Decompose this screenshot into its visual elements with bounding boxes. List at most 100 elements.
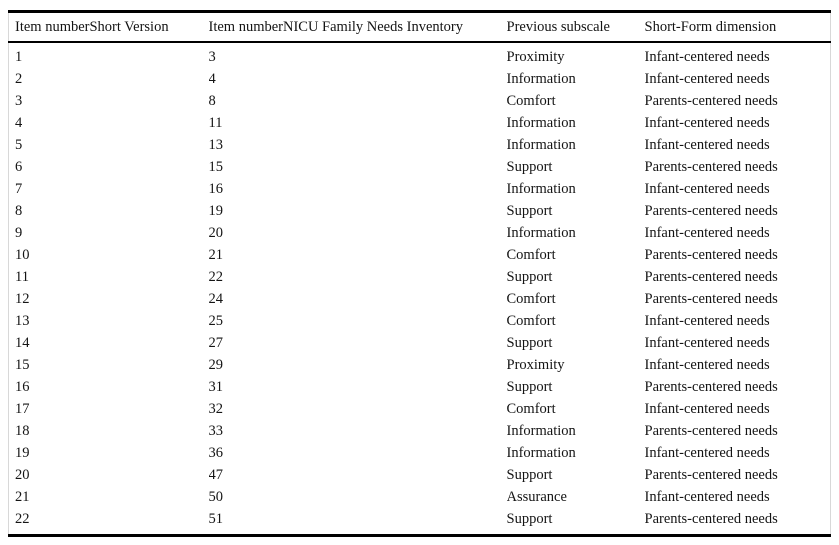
cell-item-number-nicu-inventory: 31 xyxy=(208,379,224,395)
cell-previous-subscale: Comfort xyxy=(506,247,556,263)
cell-previous-subscale: Information xyxy=(506,137,576,153)
table-row: 16 31 Support Parents-centered needs xyxy=(9,376,831,398)
table-row: 22 51 Support Parents-centered needs xyxy=(9,508,831,536)
cell-short-form-dimension: Infant-centered needs xyxy=(644,225,770,241)
cell-previous-subscale: Information xyxy=(506,423,576,439)
cell-short-form-dimension: Infant-centered needs xyxy=(644,71,770,87)
table-row: 12 24 Comfort Parents-centered needs xyxy=(9,288,831,310)
cell-item-number-short-version: 22 xyxy=(15,511,30,527)
cell-item-number-short-version: 6 xyxy=(15,159,23,175)
cell-item-number-short-version: 18 xyxy=(15,423,30,439)
cell-item-number-short-version: 20 xyxy=(15,467,30,483)
col-header-previous-subscale: Previous subscale xyxy=(506,11,645,43)
cell-item-number-nicu-inventory: 29 xyxy=(208,357,224,373)
cell-item-number-nicu-inventory: 21 xyxy=(208,247,224,263)
cell-previous-subscale: Support xyxy=(506,159,553,175)
cell-item-number-nicu-inventory: 15 xyxy=(208,159,224,175)
cell-item-number-nicu-inventory: 3 xyxy=(208,49,216,65)
cell-previous-subscale: Information xyxy=(506,225,576,241)
cell-item-number-nicu-inventory: 47 xyxy=(208,467,224,483)
table-row: 17 32 Comfort Infant-centered needs xyxy=(9,398,831,420)
table-row: 9 20 Information Infant-centered needs xyxy=(9,222,831,244)
table-row: 5 13 Information Infant-centered needs xyxy=(9,134,831,156)
cell-previous-subscale: Comfort xyxy=(506,313,556,329)
cell-short-form-dimension: Infant-centered needs xyxy=(644,313,770,329)
col-header-item-number-nicu-inventory: Item numberNICU Family Needs Inventory xyxy=(208,11,507,43)
cell-item-number-nicu-inventory: 8 xyxy=(208,93,216,109)
table-row: 1 3 Proximity Infant-centered needs xyxy=(9,42,831,68)
table-row: 10 21 Comfort Parents-centered needs xyxy=(9,244,831,266)
cell-previous-subscale: Information xyxy=(506,115,576,131)
table-row: 21 50 Assurance Infant-centered needs xyxy=(9,486,831,508)
cell-short-form-dimension: Parents-centered needs xyxy=(644,93,778,109)
cell-item-number-short-version: 9 xyxy=(15,225,23,241)
cell-item-number-nicu-inventory: 33 xyxy=(208,423,224,439)
table-row: 6 15 Support Parents-centered needs xyxy=(9,156,831,178)
header-row: Item numberShort Version Item numberNICU… xyxy=(8,11,831,43)
table-row: 3 8 Comfort Parents-centered needs xyxy=(9,90,831,112)
cell-item-number-short-version: 3 xyxy=(15,93,23,109)
cell-item-number-nicu-inventory: 11 xyxy=(208,115,223,131)
cell-item-number-short-version: 11 xyxy=(15,269,29,285)
cell-previous-subscale: Information xyxy=(506,445,576,461)
table-row: 11 22 Support Parents-centered needs xyxy=(9,266,831,288)
cell-short-form-dimension: Parents-centered needs xyxy=(644,269,778,285)
cell-short-form-dimension: Infant-centered needs xyxy=(644,115,770,131)
table-row: 15 29 Proximity Infant-centered needs xyxy=(9,354,831,376)
table-row: 8 19 Support Parents-centered needs xyxy=(9,200,831,222)
cell-previous-subscale: Support xyxy=(506,335,553,351)
cell-item-number-short-version: 19 xyxy=(15,445,30,461)
cell-item-number-short-version: 4 xyxy=(15,115,23,131)
cell-item-number-nicu-inventory: 16 xyxy=(208,181,224,197)
table-row: 7 16 Information Infant-centered needs xyxy=(9,178,831,200)
cell-item-number-short-version: 5 xyxy=(15,137,23,153)
table-row: 20 47 Support Parents-centered needs xyxy=(9,464,831,486)
cell-short-form-dimension: Infant-centered needs xyxy=(644,137,770,153)
cell-item-number-short-version: 8 xyxy=(15,203,23,219)
cell-item-number-short-version: 1 xyxy=(15,49,23,65)
cell-short-form-dimension: Parents-centered needs xyxy=(644,291,778,307)
cell-item-number-nicu-inventory: 32 xyxy=(208,401,224,417)
cell-item-number-short-version: 12 xyxy=(15,291,30,307)
cell-previous-subscale: Proximity xyxy=(506,357,565,373)
cell-item-number-nicu-inventory: 22 xyxy=(208,269,224,285)
cell-previous-subscale: Support xyxy=(506,203,553,219)
cell-item-number-short-version: 15 xyxy=(15,357,30,373)
cell-item-number-nicu-inventory: 36 xyxy=(208,445,224,461)
table-row: 18 33 Information Parents-centered needs xyxy=(9,420,831,442)
cell-item-number-short-version: 13 xyxy=(15,313,30,329)
cell-short-form-dimension: Parents-centered needs xyxy=(644,159,778,175)
cell-previous-subscale: Information xyxy=(506,181,576,197)
cell-item-number-short-version: 10 xyxy=(15,247,30,263)
cell-previous-subscale: Comfort xyxy=(506,401,556,417)
cell-item-number-short-version: 16 xyxy=(15,379,30,395)
table-row: 13 25 Comfort Infant-centered needs xyxy=(9,310,831,332)
cell-previous-subscale: Support xyxy=(506,379,553,395)
table-row: 14 27 Support Infant-centered needs xyxy=(9,332,831,354)
paper-table: Item numberShort Version Item numberNICU… xyxy=(8,10,831,537)
cell-previous-subscale: Information xyxy=(506,71,576,87)
cell-short-form-dimension: Infant-centered needs xyxy=(644,489,770,505)
table-row: 4 11 Information Infant-centered needs xyxy=(9,112,831,134)
cell-short-form-dimension: Parents-centered needs xyxy=(644,511,778,527)
cell-item-number-nicu-inventory: 19 xyxy=(208,203,224,219)
col-header-short-form-dimension: Short-Form dimension xyxy=(644,11,831,43)
cell-previous-subscale: Assurance xyxy=(506,489,567,505)
cell-short-form-dimension: Parents-centered needs xyxy=(644,379,778,395)
cell-item-number-short-version: 14 xyxy=(15,335,30,351)
cell-item-number-short-version: 21 xyxy=(15,489,30,505)
cell-item-number-short-version: 7 xyxy=(15,181,23,197)
cell-short-form-dimension: Parents-centered needs xyxy=(644,247,778,263)
cell-item-number-nicu-inventory: 50 xyxy=(208,489,224,505)
cell-previous-subscale: Comfort xyxy=(506,291,556,307)
nicu-family-needs-inventory-table: Item numberShort Version Item numberNICU… xyxy=(8,10,831,537)
cell-short-form-dimension: Parents-centered needs xyxy=(644,203,778,219)
table-body: 1 3 Proximity Infant-centered needs 2 4 Inform… xyxy=(9,42,831,536)
cell-previous-subscale: Comfort xyxy=(506,93,556,109)
cell-item-number-nicu-inventory: 4 xyxy=(208,71,216,87)
cell-previous-subscale: Proximity xyxy=(506,49,565,65)
cell-short-form-dimension: Infant-centered needs xyxy=(644,357,770,373)
cell-item-number-nicu-inventory: 24 xyxy=(208,291,224,307)
cell-short-form-dimension: Parents-centered needs xyxy=(644,467,778,483)
cell-previous-subscale: Support xyxy=(506,467,553,483)
